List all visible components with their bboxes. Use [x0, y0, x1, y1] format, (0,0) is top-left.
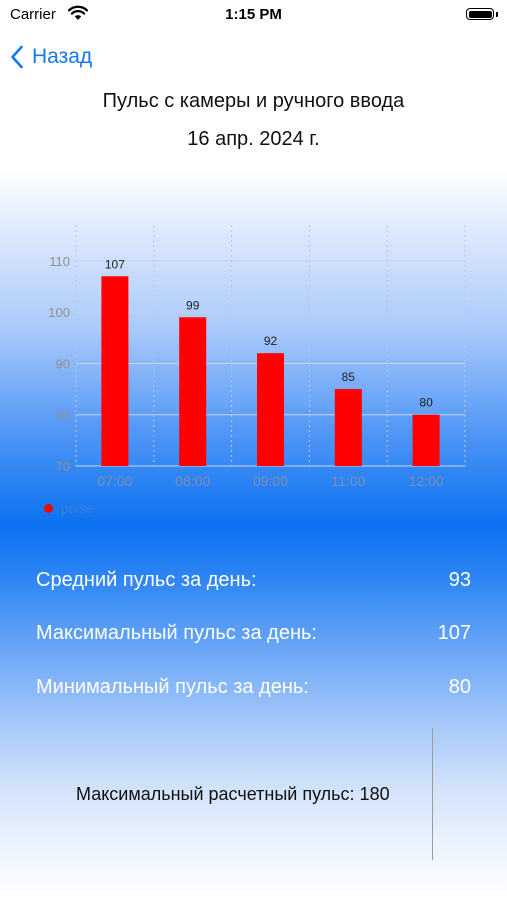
x-tick-label: 08:00 — [175, 473, 210, 489]
stat-value-min: 80 — [448, 675, 471, 698]
x-tick-label: 09:00 — [253, 473, 288, 489]
page-date: 16 апр. 2024 г. — [187, 128, 320, 150]
bar-07:00 — [101, 276, 129, 466]
bar-value-label: 107 — [105, 257, 125, 271]
stat-value-average: 93 — [448, 568, 471, 591]
x-tick-label: 07:00 — [97, 473, 132, 489]
y-tick-label: 80 — [56, 408, 70, 423]
stat-row-average: Средний пульс за день: 93 — [36, 566, 471, 594]
max-calculated-pulse: Максимальный расчетный пульс: 180 — [76, 784, 390, 804]
divider — [432, 728, 433, 860]
stat-label-min: Минимальный пульс за день: — [36, 675, 309, 698]
stat-label-max: Максимальный пульс за день: — [36, 621, 317, 644]
back-label: Назад — [32, 45, 93, 68]
status-time: 1:15 PM — [225, 6, 282, 23]
bar-value-label: 92 — [264, 334, 278, 348]
stat-row-max: Максимальный пульс за день: 107 — [36, 619, 471, 647]
wifi-icon — [67, 5, 89, 26]
x-tick-label: 11:00 — [331, 473, 365, 489]
carrier-label: Carrier — [10, 6, 56, 23]
y-tick-label: 110 — [49, 254, 70, 269]
bar-09:00 — [257, 353, 284, 466]
y-tick-label: 100 — [48, 305, 70, 320]
bar-08:00 — [179, 317, 207, 466]
back-button[interactable]: Назад — [10, 42, 92, 72]
legend-marker — [44, 503, 53, 513]
y-tick-label: 70 — [56, 459, 70, 474]
stat-value-max: 107 — [437, 621, 471, 644]
chevron-left-icon — [11, 45, 23, 69]
bar-value-label: 80 — [419, 396, 433, 410]
page-title: Пульс с камеры и ручного ввода — [102, 90, 405, 112]
bar-12:00 — [412, 414, 440, 466]
x-tick-label: 12:00 — [409, 473, 444, 489]
battery-icon — [466, 8, 494, 20]
battery-cap — [496, 12, 498, 17]
bar-value-label: 85 — [342, 370, 356, 384]
chart-legend: pulse — [44, 500, 94, 516]
pulse-chart: 70 80 90 100 110 107 07:00 99 08:00 92 09:00 85 11:0… — [48, 225, 466, 489]
stat-label-average: Средний пульс за день: — [36, 568, 257, 591]
y-tick-label: 90 — [56, 356, 70, 371]
status-bar: Carrier 1:15 PM — [0, 0, 507, 30]
bar-11:00 — [334, 389, 362, 466]
bar-value-label: 99 — [186, 298, 200, 312]
legend-label: pulse — [61, 500, 95, 516]
stat-row-min: Минимальный пульс за день: 80 — [36, 673, 471, 701]
